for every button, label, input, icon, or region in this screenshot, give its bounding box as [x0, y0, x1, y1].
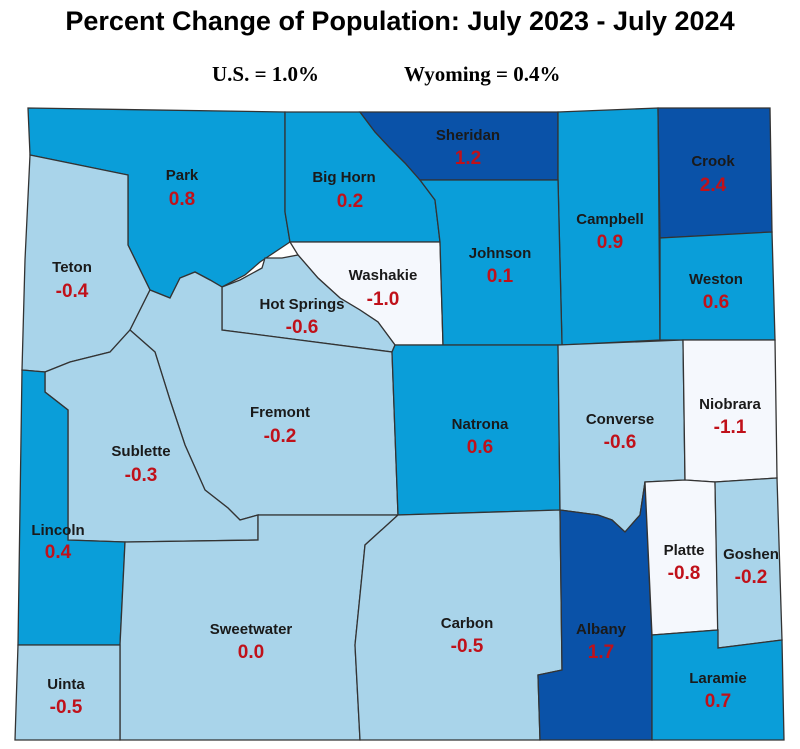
county-goshen[interactable]: [714, 477, 783, 649]
county-value-fremont: -0.2: [264, 426, 297, 447]
wyoming-stat: Wyoming = 0.4%: [404, 62, 561, 86]
county-label-park: Park: [166, 167, 199, 184]
county-value-niobrara: -1.1: [714, 417, 747, 438]
county-label-laramie: Laramie: [689, 670, 747, 687]
county-value-sublette: -0.3: [125, 465, 158, 486]
county-laramie[interactable]: [651, 629, 785, 741]
county-value-platte: -0.8: [668, 563, 701, 584]
county-label-teton: Teton: [52, 259, 92, 276]
county-value-sheridan: 1.2: [455, 148, 481, 169]
county-label-washakie: Washakie: [349, 267, 418, 284]
county-value-weston: 0.6: [703, 292, 729, 313]
county-johnson[interactable]: [418, 179, 563, 346]
summary-stats: U.S. = 1.0% Wyoming = 0.4%: [0, 62, 800, 92]
county-value-laramie: 0.7: [705, 691, 731, 712]
county-label-fremont: Fremont: [250, 404, 310, 421]
county-label-sheridan: Sheridan: [436, 127, 500, 144]
county-value-crook: 2.4: [700, 175, 727, 196]
county-label-platte: Platte: [664, 542, 705, 559]
county-value-converse: -0.6: [604, 432, 637, 453]
county-label-converse: Converse: [586, 411, 654, 428]
county-value-lincoln: 0.4: [45, 542, 72, 563]
county-label-big-horn: Big Horn: [312, 169, 375, 186]
county-value-campbell: 0.9: [597, 232, 623, 253]
county-uinta[interactable]: [14, 644, 121, 741]
county-value-washakie: -1.0: [367, 289, 400, 310]
county-label-sublette: Sublette: [111, 443, 170, 460]
county-value-carbon: -0.5: [451, 636, 484, 657]
county-label-johnson: Johnson: [469, 245, 532, 262]
county-value-teton: -0.4: [56, 281, 89, 302]
county-value-goshen: -0.2: [735, 567, 768, 588]
county-value-johnson: 0.1: [487, 266, 514, 287]
county-label-hot-springs: Hot Springs: [260, 296, 345, 313]
county-label-crook: Crook: [691, 153, 735, 170]
county-label-goshen: Goshen: [723, 546, 779, 563]
county-value-albany: 1.7: [588, 642, 614, 663]
county-value-sweetwater: 0.0: [238, 642, 264, 663]
county-label-lincoln: Lincoln: [31, 522, 84, 539]
county-value-uinta: -0.5: [50, 697, 83, 718]
county-label-carbon: Carbon: [441, 615, 494, 632]
county-label-albany: Albany: [576, 621, 627, 638]
county-label-natrona: Natrona: [452, 416, 509, 433]
county-label-weston: Weston: [689, 271, 743, 288]
county-label-campbell: Campbell: [576, 211, 644, 228]
county-label-uinta: Uinta: [47, 676, 85, 693]
county-value-big-horn: 0.2: [337, 191, 363, 212]
county-value-hot-springs: -0.6: [286, 317, 319, 338]
county-value-park: 0.8: [169, 189, 195, 210]
map-title: Percent Change of Population: July 2023 …: [65, 6, 735, 36]
county-label-sweetwater: Sweetwater: [210, 621, 293, 638]
county-label-niobrara: Niobrara: [699, 396, 761, 413]
us-stat: U.S. = 1.0%: [212, 62, 320, 86]
county-value-natrona: 0.6: [467, 437, 493, 458]
county-crook[interactable]: [657, 107, 773, 239]
